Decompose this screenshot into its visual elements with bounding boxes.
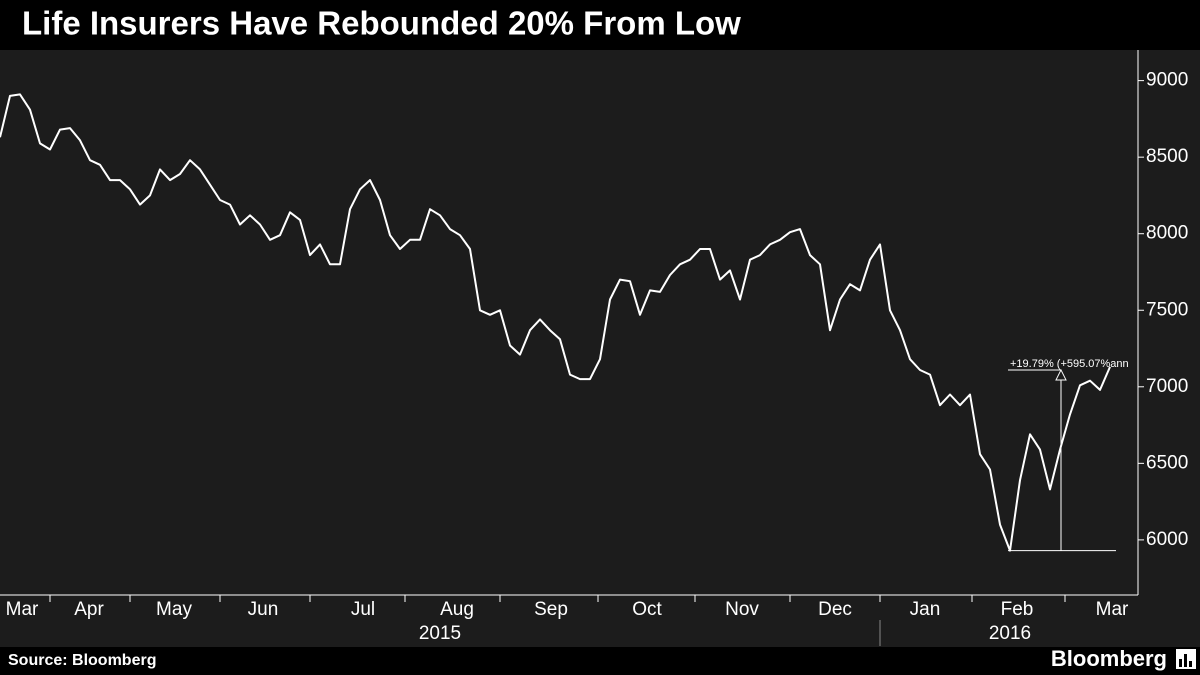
x-tick-label: Jan — [910, 599, 941, 620]
x-tick-label: Apr — [74, 599, 104, 620]
y-tick-label: 8500 — [1146, 146, 1188, 167]
y-tick-label: 6500 — [1146, 452, 1188, 473]
title-bar — [0, 0, 1200, 50]
source: Source: Bloomberg — [8, 652, 156, 669]
year-label: 2015 — [419, 623, 461, 644]
year-label: 2016 — [989, 623, 1031, 644]
y-tick-label: 8000 — [1146, 223, 1188, 244]
y-tick-label: 6000 — [1146, 529, 1188, 550]
y-tick-label: 9000 — [1146, 70, 1188, 91]
chart-title: Life Insurers Have Rebounded 20% From Lo… — [22, 5, 741, 42]
x-tick-label: Oct — [632, 599, 662, 620]
annotation-text: +19.79% (+595.07%ann — [1010, 358, 1129, 370]
x-tick-label: Dec — [818, 599, 852, 620]
x-tick-label: Sep — [534, 599, 568, 620]
x-tick-label: May — [156, 599, 192, 620]
y-tick-label: 7500 — [1146, 299, 1188, 320]
x-tick-label: Feb — [1001, 599, 1034, 620]
x-tick-label: Mar — [6, 599, 39, 620]
annotation-arrowhead — [1055, 368, 1067, 381]
data-line — [0, 93, 1111, 552]
x-tick-label: Mar — [1096, 599, 1129, 620]
x-tick-label: Jul — [351, 599, 375, 620]
x-tick-label: Aug — [440, 599, 474, 620]
y-tick-label: 7000 — [1146, 376, 1188, 397]
footer-bar — [0, 647, 1200, 675]
brand-icon — [1176, 649, 1196, 669]
x-tick-label: Nov — [725, 599, 759, 620]
x-tick-label: Jun — [248, 599, 279, 620]
brand: Bloomberg — [1051, 646, 1167, 671]
